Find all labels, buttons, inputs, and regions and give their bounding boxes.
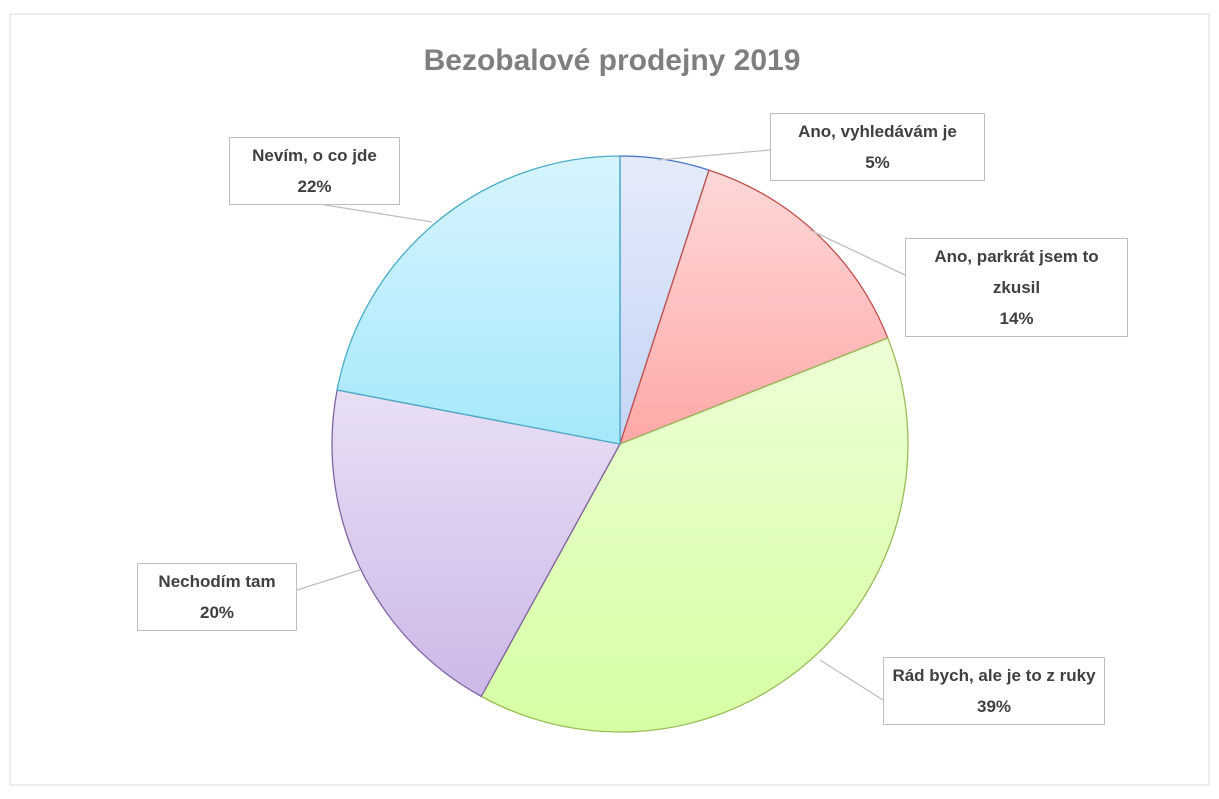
value-label: 20% (199, 603, 235, 622)
value-label: 5% (865, 153, 890, 172)
data-label: Rád bych, ale je to z ruky 39% (883, 657, 1105, 725)
value-label: 22% (297, 177, 332, 196)
leader-line (809, 229, 906, 276)
data-label: Ano, vyhledávám je 5% (770, 113, 985, 181)
data-label: Nevím, o co jde 22% (229, 137, 400, 205)
pie-slice (336, 155, 621, 445)
category-label: Nevím, o co jde (252, 146, 377, 165)
data-label: Ano, parkrát jsem to zkusil 14% (905, 238, 1128, 337)
leader-line (657, 149, 771, 161)
value-label: 39% (976, 697, 1012, 716)
pie-slice (480, 337, 909, 733)
category-label: Rád bych, ale je to z ruky (892, 666, 1096, 685)
chart-title: Bezobalové prodejny 2019 (424, 44, 801, 77)
pie-slice (331, 389, 622, 698)
category-label: Nechodím tam (158, 572, 276, 591)
leader-line (324, 204, 433, 223)
category-label: Ano, parkrát jsem to zkusil (934, 247, 1099, 297)
category-label: Ano, vyhledávám je (798, 122, 957, 141)
leader-line (296, 569, 361, 591)
leader-line (819, 659, 884, 701)
value-label: 14% (999, 309, 1034, 328)
data-label: Nechodím tam 20% (137, 563, 297, 631)
